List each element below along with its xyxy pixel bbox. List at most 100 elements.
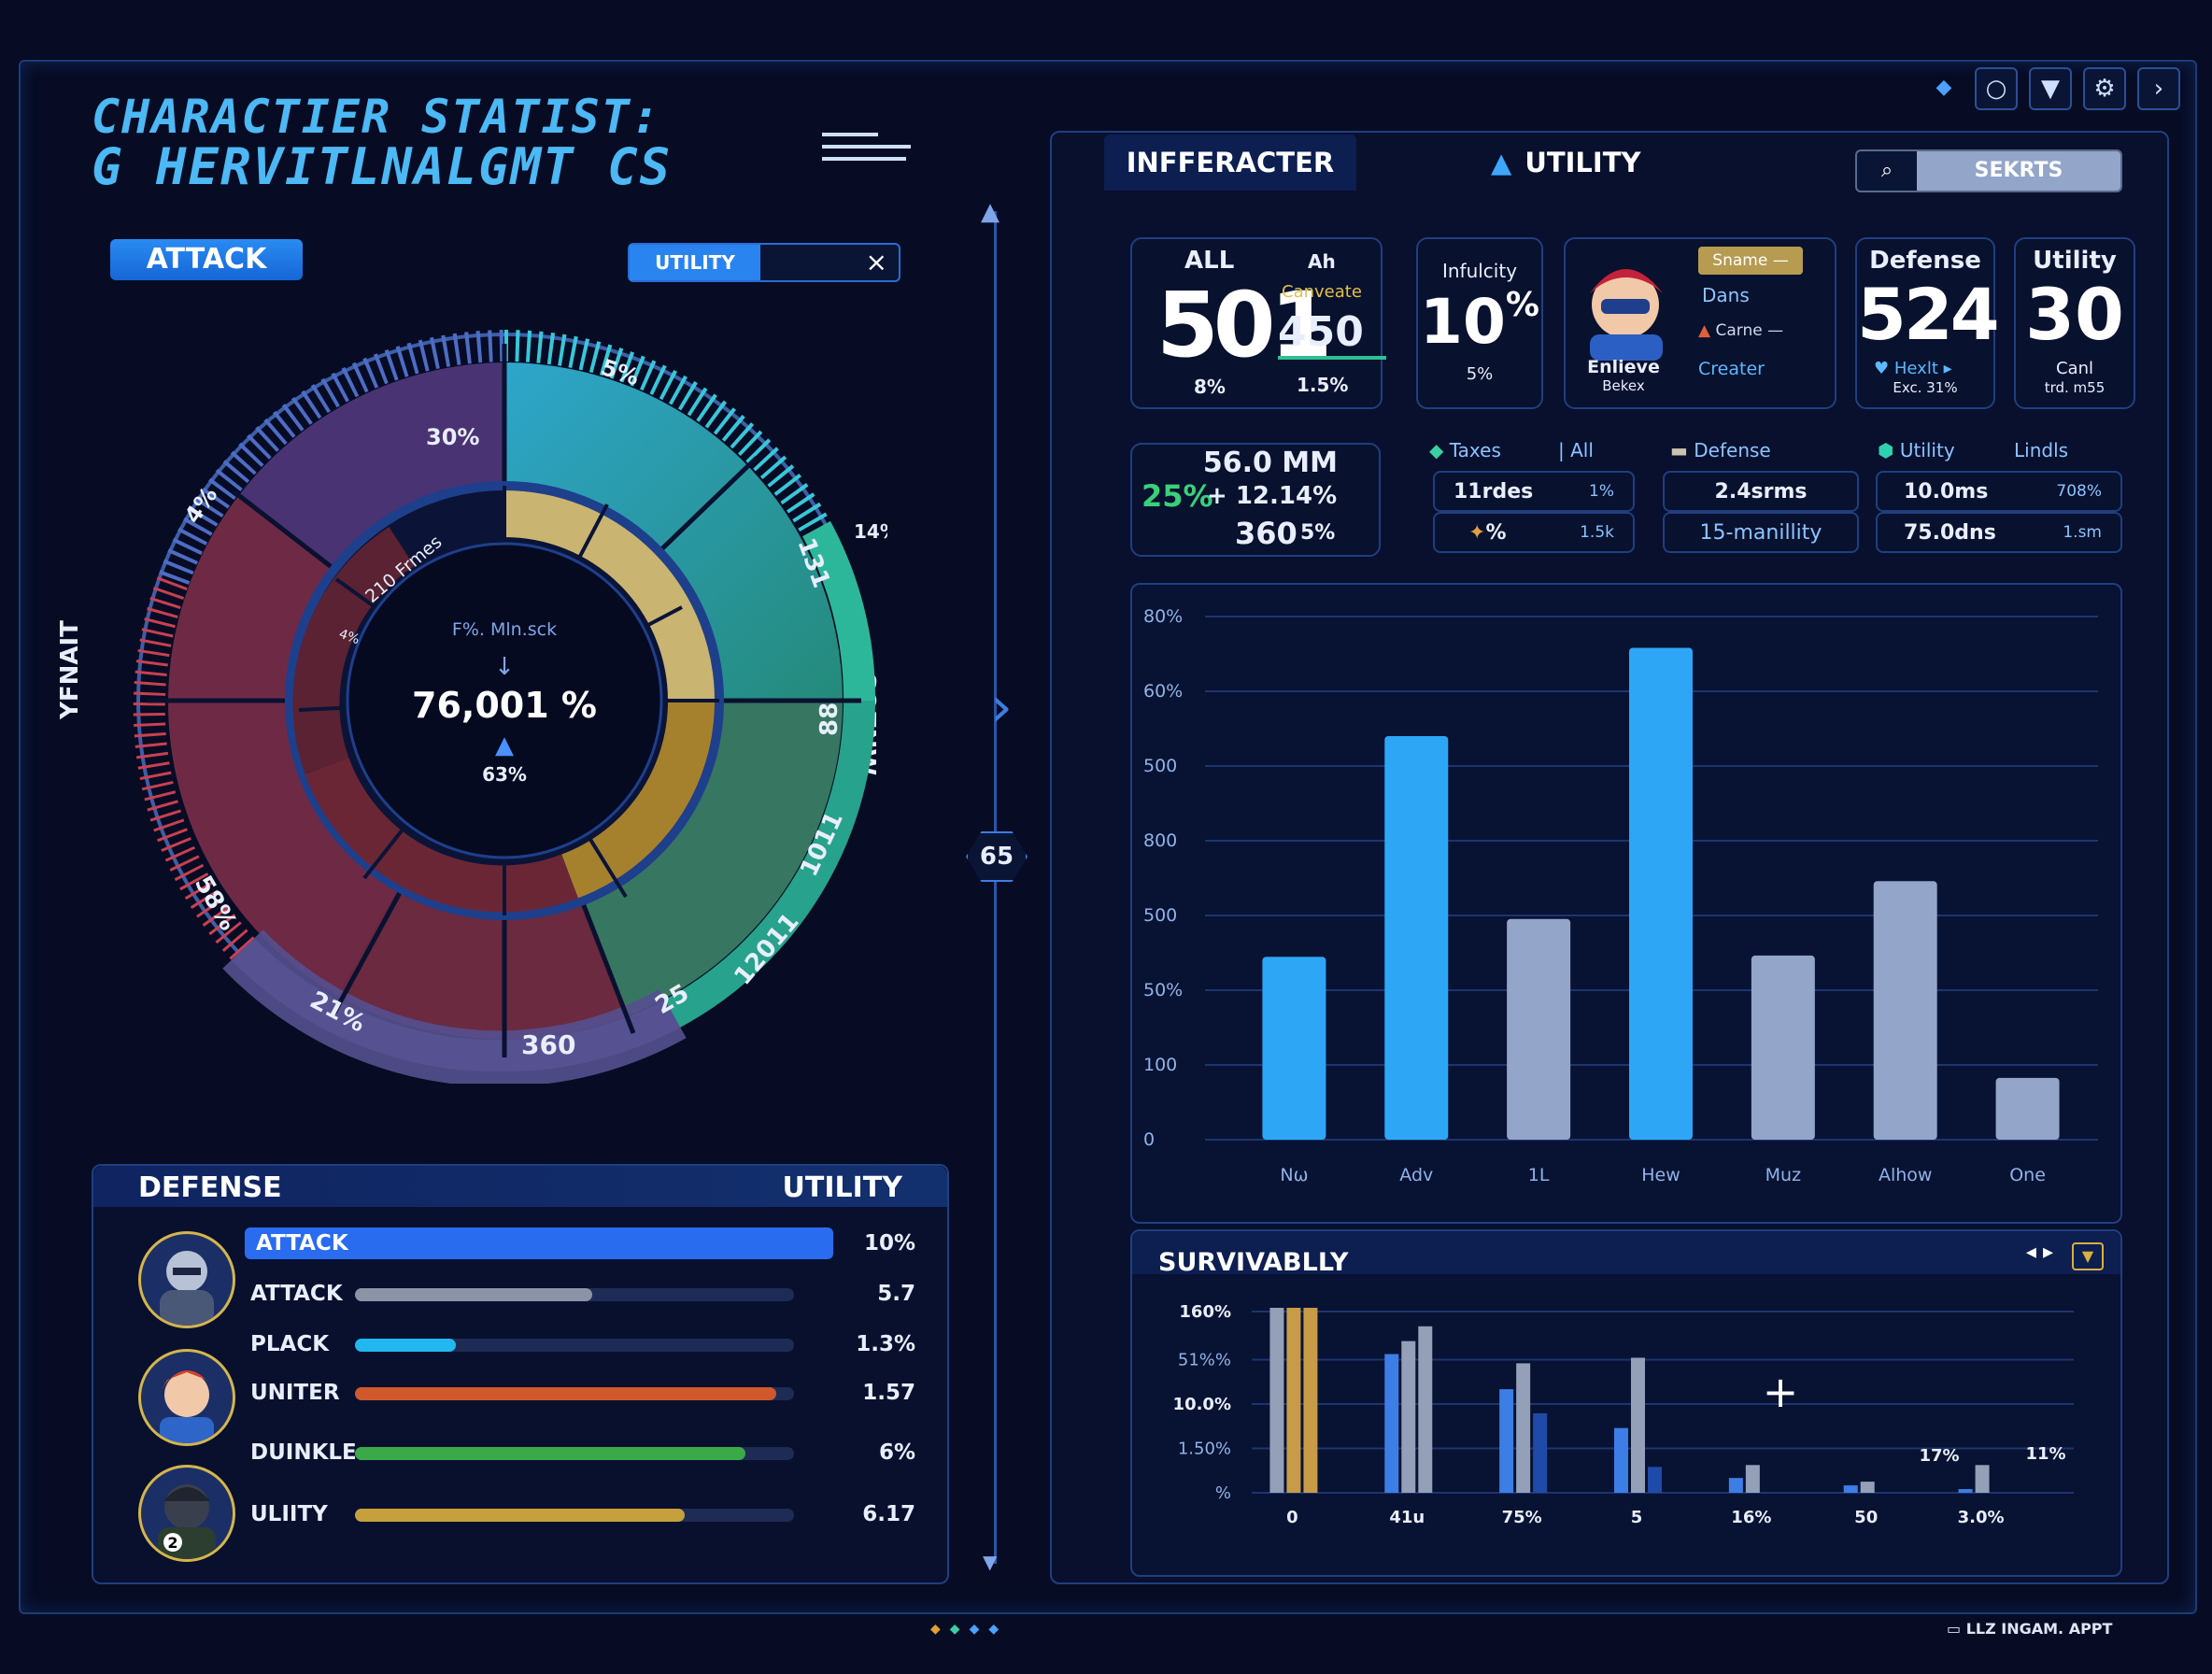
mini-stat-pct: 25% <box>1141 478 1213 514</box>
stat-row: UNITER 1.57 <box>93 1377 947 1411</box>
stat-label: ULIITY <box>250 1502 328 1526</box>
y-tick-label: 0 <box>1143 1129 1155 1150</box>
stat-track <box>355 1509 794 1522</box>
bar[interactable] <box>1975 1465 1990 1493</box>
dot-icon[interactable]: ◆ <box>949 1622 970 1637</box>
y-tick-label: 100 <box>1143 1055 1177 1075</box>
character-item-creater[interactable]: Creater <box>1698 359 1765 379</box>
center-sub: 63% <box>482 763 527 786</box>
survivability-header <box>1132 1231 2120 1274</box>
legend-utility: ⬢ Utility <box>1878 439 1955 461</box>
bar[interactable] <box>1958 1489 1973 1493</box>
stat-bar-highlight[interactable]: ATTACK <box>245 1227 833 1259</box>
cell-srms: 2.4srms <box>1663 471 1859 512</box>
bar[interactable] <box>1418 1326 1433 1493</box>
tab-infferacter[interactable]: INFFERACTER <box>1104 135 1356 191</box>
collapse-chevron-icon[interactable]: › <box>990 674 1013 740</box>
cell-pct-label: % <box>1485 520 1507 545</box>
center-value: 76,001 % <box>412 685 597 726</box>
crosshair-icon: + <box>1763 1367 1799 1417</box>
x-tick-label: 16% <box>1731 1508 1771 1527</box>
utility-select-label: UTILITY <box>630 245 760 280</box>
dot-icon[interactable]: ◆ <box>969 1622 989 1637</box>
bar[interactable] <box>1262 957 1326 1140</box>
stat-label: DUINKLE <box>250 1440 357 1465</box>
legend-defense: ▬ Defense <box>1670 439 1771 461</box>
filter-dropdown-icon[interactable]: ▼ <box>2072 1242 2104 1270</box>
dot-icon[interactable]: ◆ <box>930 1622 950 1637</box>
x-tick-label: One <box>2009 1165 2046 1185</box>
card-influcity[interactable]: Infulcity 10% 5% <box>1416 237 1543 409</box>
card-influcity-unit: % <box>1505 286 1539 324</box>
bar[interactable] <box>1499 1389 1514 1493</box>
search-box[interactable]: ⌕ SEKRTS <box>1855 149 2122 192</box>
x-tick-label: 5 <box>1631 1508 1643 1527</box>
bar[interactable] <box>1860 1482 1875 1493</box>
card-defense-sub1-label: Hexlt <box>1893 359 1938 378</box>
card-influcity-number: 10 <box>1420 286 1506 358</box>
bar[interactable] <box>1873 881 1937 1140</box>
bar[interactable] <box>1995 1077 2060 1140</box>
mini-stat-plus: + 12.14% <box>1207 482 1338 510</box>
character-name: Enlieve <box>1587 357 1660 377</box>
bar[interactable] <box>1507 918 1571 1140</box>
card-all-col-label: Ah <box>1308 250 1336 273</box>
bar[interactable] <box>1401 1341 1416 1493</box>
side-label-left: YFNAIT <box>56 620 84 719</box>
cell-ms-sub: 708% <box>2056 482 2102 501</box>
tab-utility[interactable]: ▲ UTILITY <box>1491 135 1640 191</box>
bar[interactable] <box>1516 1363 1531 1493</box>
dashboard-frame <box>19 60 2197 1614</box>
bar[interactable] <box>1631 1357 1645 1493</box>
character-badge: Sname — <box>1698 247 1803 275</box>
x-tick-label: Alhow <box>1879 1165 1932 1185</box>
utility-select[interactable]: UTILITY × <box>628 243 900 282</box>
legend-defense-label: Defense <box>1694 439 1771 461</box>
cell-manillity: 15-manillity <box>1663 512 1859 553</box>
gear-icon[interactable]: ⚙ <box>2083 67 2126 110</box>
card-influcity-value: 10% <box>1418 286 1541 358</box>
bar[interactable] <box>1269 1308 1284 1493</box>
y-tick-label: 1.50% <box>1178 1440 1231 1459</box>
bar[interactable] <box>1614 1427 1628 1493</box>
bar[interactable] <box>1303 1308 1318 1493</box>
circle-icon[interactable]: ○ <box>1975 67 2018 110</box>
diamond-legend-icon: ◆ <box>1429 439 1444 461</box>
x-tick-label: Hew <box>1641 1165 1680 1185</box>
prev-next-icon[interactable]: ◂ ▸ <box>2025 1241 2053 1264</box>
cell-rdes-value: 11rdes <box>1453 479 1534 504</box>
bar[interactable] <box>1728 1478 1743 1493</box>
dot-icon[interactable]: ◆ <box>988 1622 1009 1637</box>
bar[interactable] <box>1843 1485 1858 1493</box>
card-utility[interactable]: Utility 30 Canl trd. m55 <box>2014 237 2135 409</box>
card-all[interactable]: ALL 501 8% Ah Canveate 450 1.5% <box>1130 237 1386 409</box>
stat-label: ATTACK <box>250 1282 343 1306</box>
bar-annotation: 17% <box>1919 1446 1959 1466</box>
bar[interactable] <box>1533 1412 1548 1493</box>
card-influcity-sub: 5% <box>1466 364 1494 384</box>
bar[interactable] <box>1751 955 1815 1140</box>
close-icon[interactable]: × <box>865 247 887 277</box>
attack-tab[interactable]: ATTACK <box>110 239 303 280</box>
card-all-col-value: 450 <box>1278 308 1386 360</box>
bar[interactable] <box>1745 1465 1760 1493</box>
character-item-dans[interactable]: Dans <box>1702 284 1750 306</box>
card-all-col-sub: Canveate <box>1282 282 1362 302</box>
bar[interactable] <box>1384 736 1449 1140</box>
bar[interactable] <box>1629 647 1693 1141</box>
chevron-right-icon[interactable]: › <box>2137 67 2180 110</box>
search-label: SEKRTS <box>1917 151 2120 191</box>
diamond-icon[interactable]: ◆ <box>1936 75 1952 99</box>
hex-legend-icon: ⬢ <box>1878 439 1894 461</box>
dropdown-icon[interactable]: ▼ <box>2029 67 2072 110</box>
defense-panel: DEFENSE UTILITY 2 ATTACK 10% ATTACK 5.7 PLAC… <box>92 1164 949 1584</box>
character-item-carne[interactable]: ▲ Carne — <box>1698 321 1784 340</box>
bar[interactable] <box>1648 1467 1662 1493</box>
card-character[interactable]: Enlieve Bekex Sname — Dans ▲ Carne — Cre… <box>1564 237 1836 409</box>
card-defense[interactable]: Defense 524 ♥ Hexlt ▸ Exc. 31% <box>1855 237 2000 409</box>
ring-label-360: 360 <box>521 1029 575 1060</box>
footer-brand: ▭ LLZ INGAM. APPT <box>1947 1620 2112 1638</box>
card-defense-value: 524 <box>1857 273 2000 356</box>
bar[interactable] <box>1384 1354 1399 1494</box>
bar[interactable] <box>1286 1308 1301 1493</box>
